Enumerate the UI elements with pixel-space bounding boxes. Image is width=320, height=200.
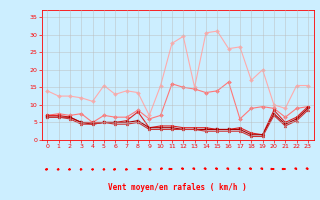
Text: Vent moyen/en rafales ( km/h ): Vent moyen/en rafales ( km/h ) (108, 183, 247, 192)
